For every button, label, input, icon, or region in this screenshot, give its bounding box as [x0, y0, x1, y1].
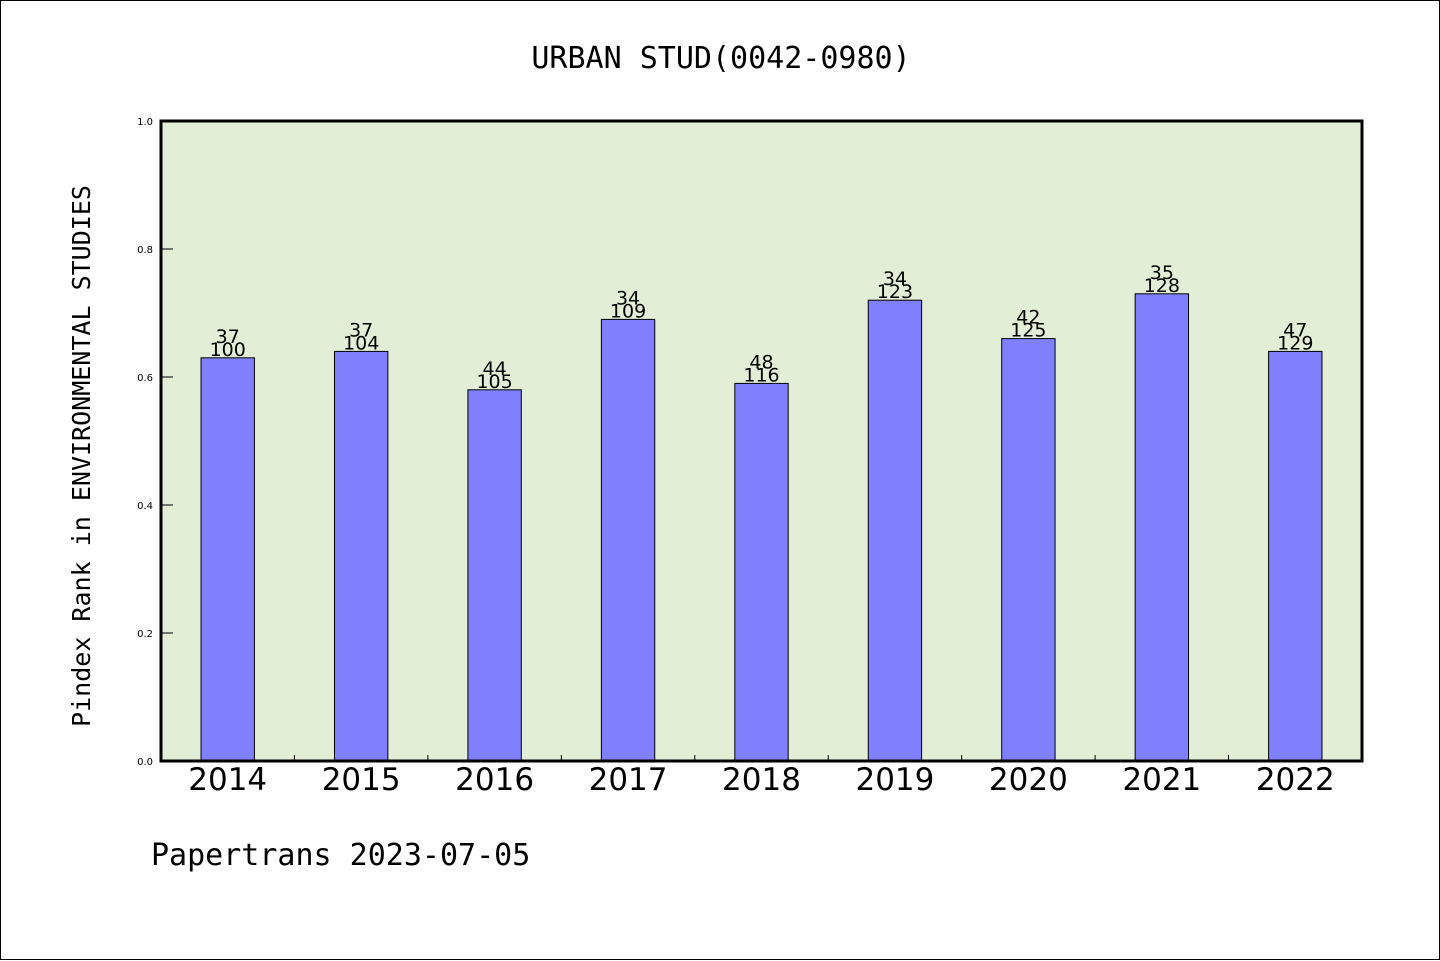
y-tick-label: 0.8: [137, 245, 153, 256]
bar-total-label: 109: [610, 300, 646, 322]
bar-2018: [734, 382, 789, 762]
bar-total-label: 104: [343, 332, 379, 354]
bar-total-label: 129: [1277, 332, 1313, 354]
bar-2014: [200, 357, 255, 762]
x-tick-label: 2016: [455, 762, 534, 798]
x-tick-label: 2015: [322, 762, 401, 798]
bar-total-label: 123: [877, 281, 913, 303]
y-axis-label: Pindex Rank in ENVIRONMENTAL STUDIES: [67, 185, 96, 727]
bar-total-label: 125: [1010, 320, 1046, 342]
bar-rank-label: 35: [1150, 262, 1174, 284]
bar-total-label: 128: [1144, 275, 1180, 297]
bar-rank-label: 42: [1016, 307, 1040, 329]
bar-rank-label: 34: [616, 287, 640, 309]
x-tick-label: 2020: [989, 762, 1068, 798]
x-tick-label: 2017: [589, 762, 668, 798]
bar-rank-label: 48: [749, 351, 773, 373]
x-tick-label: 2014: [188, 762, 267, 798]
x-tick-label: 2018: [722, 762, 801, 798]
bar-total-label: 116: [743, 364, 779, 386]
y-tick-label: 0.4: [137, 501, 153, 512]
x-tick-label: 2019: [855, 762, 934, 798]
bar-rank-label: 44: [483, 358, 507, 380]
bar-rank-label: 34: [883, 268, 907, 290]
bar-2020: [1001, 338, 1056, 762]
bar-rank-label: 37: [216, 326, 240, 348]
credit-text: Papertrans 2023-07-05: [151, 838, 530, 873]
bar-2015: [333, 350, 389, 762]
bar-2022: [1268, 350, 1323, 762]
bar-rank-label: 37: [349, 319, 373, 341]
x-tick-label: 2021: [1122, 762, 1201, 798]
bar-2021: [1134, 293, 1190, 762]
bar-total-label: 100: [210, 339, 246, 361]
y-tick-label: 0.2: [137, 629, 153, 640]
bar-series: [200, 293, 1323, 762]
bar-2017: [600, 318, 656, 762]
bar-rank-label: 47: [1283, 319, 1307, 341]
bar-labels: 3710037104441053410948116341234212535128…: [210, 262, 1314, 393]
chart-title: URBAN STUD(0042-0980): [531, 41, 910, 76]
bar-total-label: 105: [476, 371, 512, 393]
x-axis-labels: 2014 2015 2016 2017 2018 2019 2020 2021 2022: [188, 762, 1334, 798]
plot-border: [159, 119, 1364, 763]
x-tick-label: 2022: [1256, 762, 1335, 798]
bar-2019: [867, 299, 923, 762]
bar-2016: [467, 389, 522, 762]
y-tick-label: 1.0: [137, 117, 153, 128]
y-tick-label: 0.0: [137, 757, 153, 768]
y-tick-label: 0.6: [137, 373, 153, 384]
